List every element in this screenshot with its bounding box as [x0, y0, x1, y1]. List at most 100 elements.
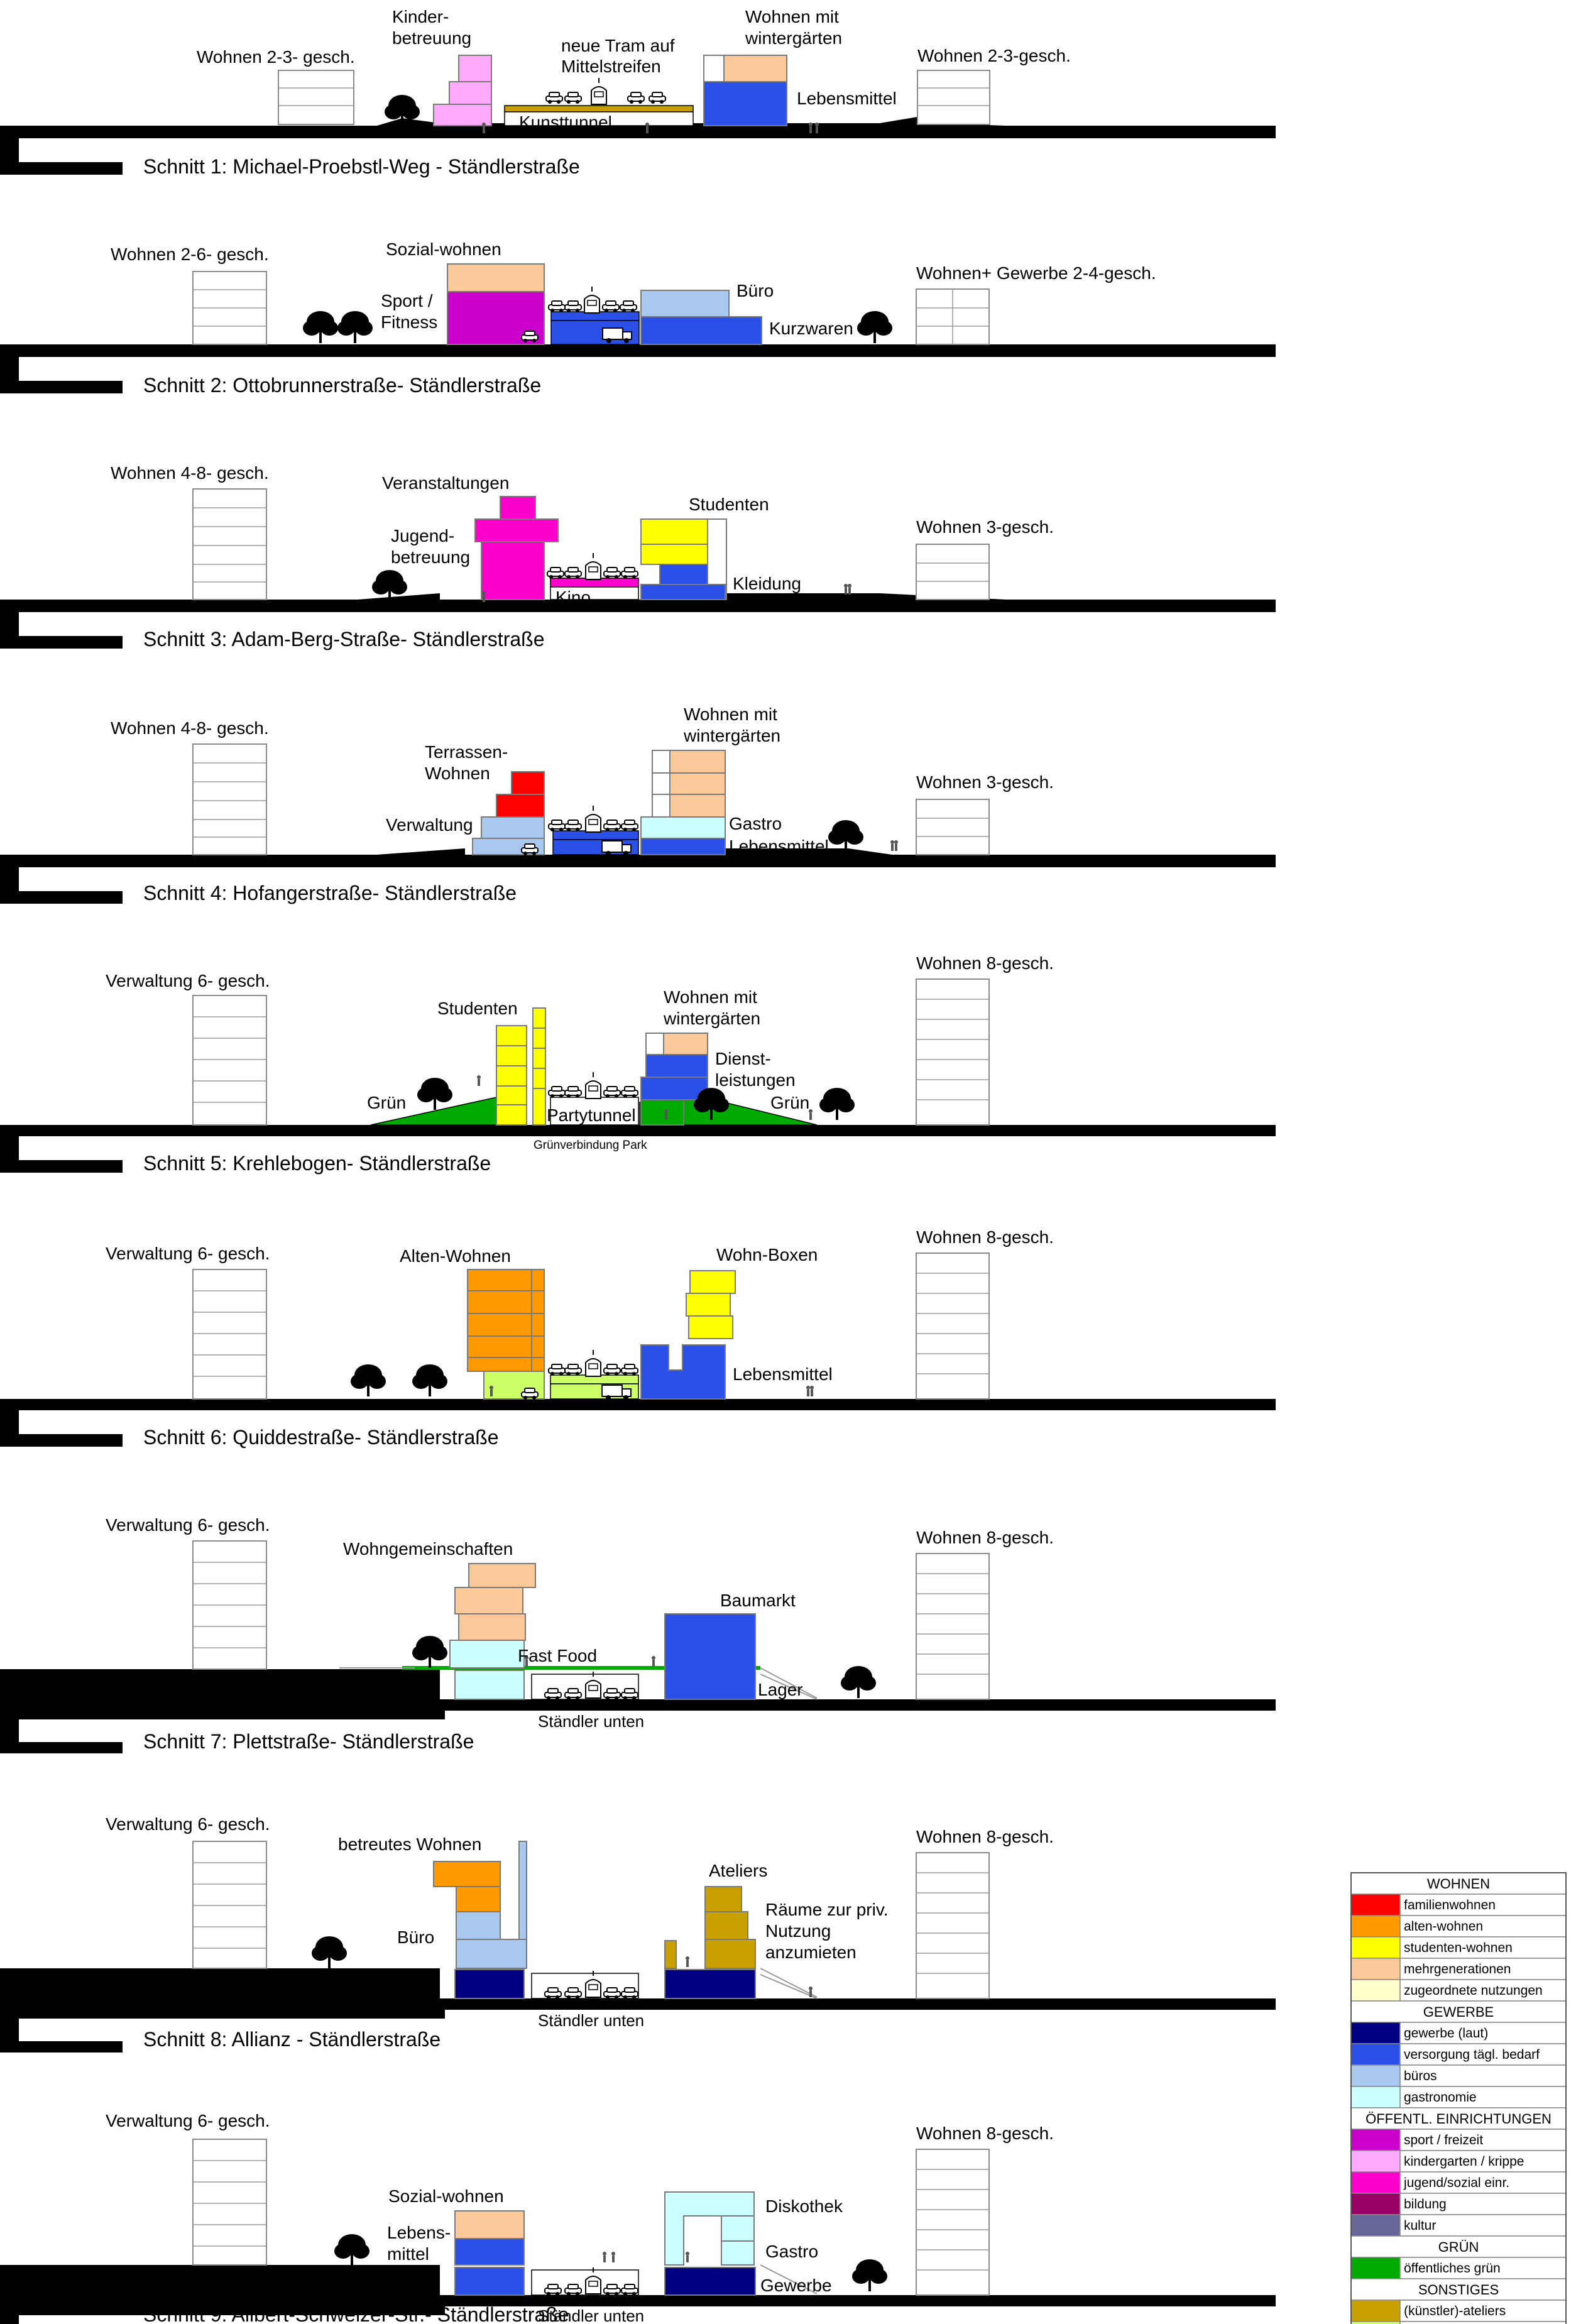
housing-block-right: [916, 978, 990, 1126]
betreutes-wohnen-block: [433, 1841, 527, 1999]
legend-frame: [1350, 1872, 1567, 2324]
use-label: Sozial-wohnen: [386, 239, 501, 259]
section-2: Wohnen 2-6- gesch. Wohnen+ Gewerbe 2-4-g…: [0, 239, 1276, 397]
use-label: Mittelstreifen: [561, 57, 661, 76]
buero-block: [640, 290, 762, 345]
use-label: Alten-Wohnen: [400, 1246, 511, 1266]
legend-header: [1350, 2000, 1567, 2023]
kunsttunnel: [504, 105, 694, 126]
legend-item: [1399, 1936, 1567, 1959]
legend-header: [1350, 1872, 1567, 1895]
wohnboxen-block: [640, 1270, 736, 1400]
use-label: Kino: [556, 588, 591, 607]
legend-item-label: bildung: [1404, 2197, 1447, 2212]
use-label: Lager: [758, 1680, 803, 1699]
use-label: Wohn-Boxen: [716, 1245, 818, 1264]
legend-header-label: WOHNEN: [1427, 1876, 1490, 1892]
use-label: leistungen: [715, 1070, 796, 1090]
right-building-label: Wohnen 3-gesch.: [916, 772, 1054, 792]
legend-item-label: familienwohnen: [1404, 1898, 1496, 1912]
use-label: Grün: [770, 1093, 809, 1112]
right-building-label: Wohnen 2-3-gesch.: [917, 46, 1071, 65]
kindergarten-block: [433, 55, 492, 126]
legend-header-label: ÖFFENTL. EINRICHTUNGEN: [1366, 2111, 1552, 2127]
section-4: Wohnen 4-8- gesch. Wohnen 3-gesch. Terra…: [0, 704, 1276, 904]
left-building-label: Wohnen 4-8- gesch.: [111, 463, 269, 483]
right-building-label: Wohnen 8-gesch.: [916, 1827, 1054, 1846]
legend-item-label: mehrgenerationen: [1404, 1962, 1511, 1976]
left-building-label: Verwaltung 6- gesch.: [106, 1814, 270, 1834]
alten-wohnen-block: [467, 1269, 545, 1400]
use-label: Lebens-: [387, 2223, 451, 2242]
housing-block-right: [917, 70, 990, 125]
use-label: Wohnen mit: [664, 987, 757, 1007]
section-title: Schnitt 2: Ottobrunnerstraße- Ständlerst…: [143, 374, 541, 397]
section-title: Schnitt 7: Plettstraße- Ständlerstraße: [143, 1730, 474, 1753]
legend-item-label: büros: [1404, 2069, 1437, 2083]
use-label: Kunsttunnel: [519, 112, 612, 132]
housing-block-left: [192, 995, 267, 1126]
housing-block-left: [192, 488, 267, 600]
use-label: wintergärten: [663, 1009, 760, 1028]
legend-item-label: gewerbe (laut): [1404, 2026, 1488, 2041]
use-label: Sozial-wohnen: [388, 2186, 504, 2206]
legend-item: [1399, 1958, 1567, 1980]
legend-swatch: [1350, 2022, 1401, 2044]
legend-swatch: [1350, 2064, 1401, 2087]
left-building-label: Verwaltung 6- gesch.: [106, 971, 270, 990]
legend-swatch: [1350, 2150, 1401, 2173]
housing-block-left: [192, 743, 267, 855]
left-building-label: Verwaltung 6- gesch.: [106, 2111, 270, 2130]
right-building-label: Wohnen 8-gesch.: [916, 2124, 1054, 2143]
legend-item-label: (künstler)-ateliers: [1404, 2304, 1506, 2318]
legend-item: [1399, 2150, 1567, 2173]
section-1: Wohnen 2-3- gesch. Wohnen 2-3-gesch. Kin…: [0, 7, 1276, 178]
legend-header-label: SONSTIGES: [1418, 2282, 1499, 2298]
use-label: Gastro: [729, 814, 782, 833]
use-label: Partytunnel: [547, 1105, 636, 1125]
use-label: Veranstaltungen: [382, 473, 509, 493]
legend-swatch: [1350, 2086, 1401, 2108]
legend-swatch: [1350, 2171, 1401, 2194]
use-label: Baumarkt: [720, 1591, 796, 1610]
use-label: betreutes Wohnen: [338, 1834, 481, 1854]
use-label: Lebensmittel: [729, 836, 829, 856]
left-building-label: Verwaltung 6- gesch.: [106, 1515, 270, 1535]
section-title: Schnitt 4: Hofangerstraße- Ständlerstraß…: [143, 882, 517, 904]
section-6: Verwaltung 6- gesch. Wohnen 8-gesch. Alt…: [0, 1227, 1276, 1449]
use-label: Lebensmittel: [797, 89, 897, 108]
housing-block-right: [916, 2149, 990, 2296]
legend-swatch: [1350, 1915, 1401, 1938]
section-7: Verwaltung 6- gesch. Wohnen 8-gesch. Woh…: [0, 1515, 1276, 1753]
housing-block-left: [192, 1269, 267, 1400]
legend-swatch: [1350, 2043, 1401, 2066]
use-label: betreuung: [391, 547, 470, 567]
use-label: Nutzung: [765, 1921, 831, 1941]
right-building-label: Wohnen 8-gesch.: [916, 953, 1054, 973]
left-building-label: Wohnen 2-6- gesch.: [111, 244, 269, 264]
left-building-label: Wohnen 4-8- gesch.: [111, 718, 269, 738]
use-label: Kleidung: [733, 574, 801, 593]
use-label: Fitness: [381, 312, 437, 332]
studenten-block: [640, 518, 727, 600]
housing-block-right: [916, 1252, 990, 1400]
housing-block-right: [916, 1852, 990, 1999]
use-label: Dienst-: [715, 1049, 771, 1068]
use-label: Grün: [367, 1093, 406, 1112]
legend-item-label: zugeordnete nutzungen: [1404, 1983, 1543, 1998]
partytunnel: [550, 1097, 639, 1126]
legend-item-label: studenten-wohnen: [1404, 1941, 1513, 1955]
legend-item: [1399, 1979, 1567, 2002]
use-label: Terrassen-: [425, 742, 508, 762]
right-building-label: Wohnen 8-gesch.: [916, 1528, 1054, 1547]
section-title: Schnitt 1: Michael-Proebstl-Weg - Ständl…: [143, 155, 580, 178]
legend-item: [1399, 2171, 1567, 2194]
studenten-block: [496, 1007, 546, 1126]
legend-swatch: [1350, 1958, 1401, 1980]
legend-item-label: alten-wohnen: [1404, 1919, 1483, 1934]
section-9: Verwaltung 6- gesch. Wohnen 8-gesch. Soz…: [0, 2111, 1276, 2324]
legend-item-label: gastronomie: [1404, 2090, 1477, 2105]
use-label: Büro: [397, 1927, 434, 1947]
legend-item: [1399, 2086, 1567, 2108]
